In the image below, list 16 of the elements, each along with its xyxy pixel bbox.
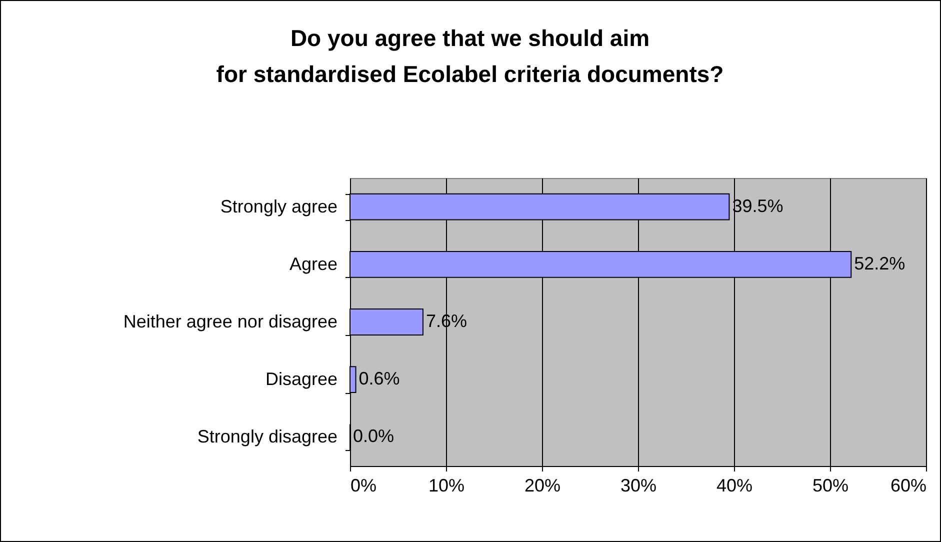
y-tick-label: Disagree xyxy=(265,369,338,390)
y-tick-label: Strongly agree xyxy=(220,196,338,216)
x-tick-label: 0% xyxy=(350,476,377,496)
x-tick-label: 10% xyxy=(428,476,465,496)
x-tick-label: 20% xyxy=(524,476,561,496)
x-tick-label: 50% xyxy=(812,476,849,496)
data-label: 52.2% xyxy=(854,253,906,274)
data-label: 0.6% xyxy=(358,368,400,389)
data-label: 0.0% xyxy=(353,426,394,446)
y-tick-label: Agree xyxy=(289,254,338,274)
x-tick-label: 60% xyxy=(890,476,926,496)
chart-title: Do you agree that we should aim for standardised Ecolabel criteria documents? xyxy=(216,25,724,87)
x-tick-label: 30% xyxy=(620,476,657,496)
x-tick-label: 40% xyxy=(716,476,753,496)
y-tick-label: Strongly disagree xyxy=(197,426,338,447)
y-tick-label: Neither agree nor disagree xyxy=(123,312,338,332)
